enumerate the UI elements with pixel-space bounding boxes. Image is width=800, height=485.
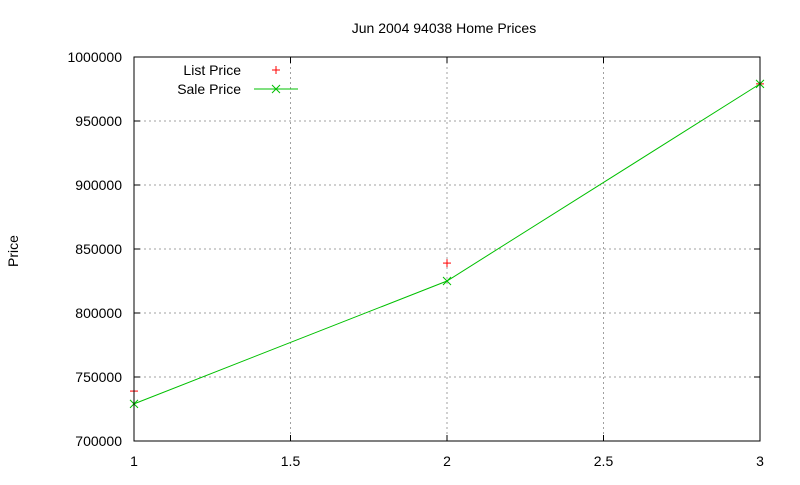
y-axis-label: Price (5, 235, 21, 267)
legend-sale-label: Sale Price (177, 81, 241, 97)
plot-frame (133, 56, 761, 442)
y-tick-label: 900000 (75, 177, 122, 193)
legend: List Price Sale Price (177, 62, 298, 97)
y-tick-label: 950000 (75, 113, 122, 129)
x-axis-ticks: 1 1.5 2 2.5 3 (130, 57, 764, 469)
chart-title: Jun 2004 94038 Home Prices (352, 20, 536, 36)
y-tick-label: 750000 (75, 369, 122, 385)
y-tick-label: 1000000 (67, 49, 122, 65)
grid-lines (134, 57, 760, 441)
x-tick-label: 3 (756, 453, 764, 469)
y-tick-label: 700000 (75, 433, 122, 449)
y-axis-ticks: 700000 750000 800000 850000 900000 950000 1000… (67, 49, 760, 449)
x-tick-label: 2.5 (594, 453, 614, 469)
x-tick-label: 1.5 (281, 453, 301, 469)
legend-list-label: List Price (183, 62, 241, 78)
y-tick-label: 800000 (75, 305, 122, 321)
cross-marker (271, 84, 281, 94)
y-tick-label: 850000 (75, 241, 122, 257)
cross-marker (442, 276, 452, 286)
legend-markers (254, 66, 298, 94)
x-tick-label: 2 (443, 453, 451, 469)
x-tick-label: 1 (130, 453, 138, 469)
